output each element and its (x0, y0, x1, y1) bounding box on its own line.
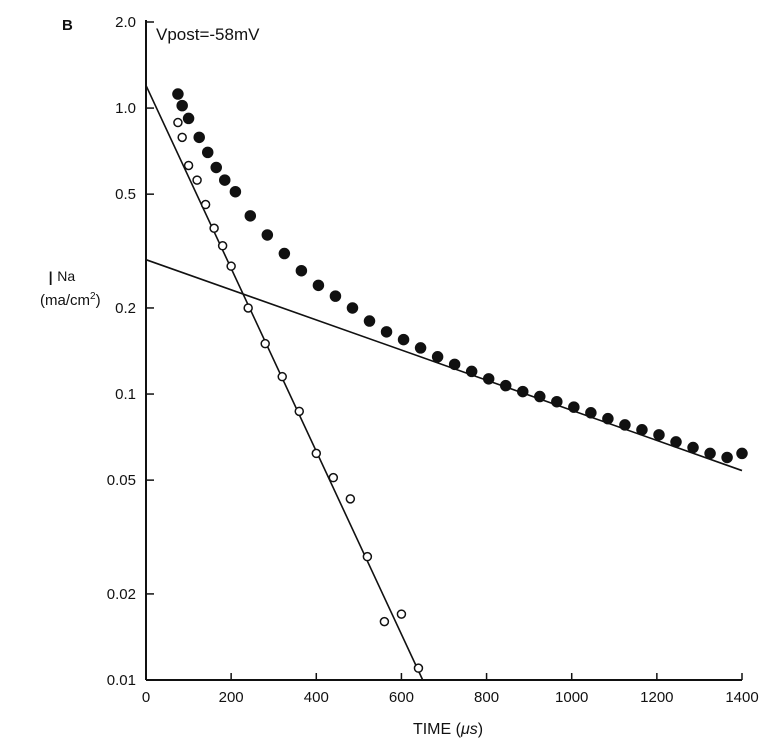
y-axis-label: I Na (ma/cm2) (40, 268, 101, 309)
filled-point-5 (201, 146, 214, 159)
y-label-close: ) (96, 292, 101, 309)
open-point-15 (345, 494, 356, 504)
filled-point-17 (380, 326, 393, 338)
open-point-9 (243, 303, 253, 313)
x-tick-label-800: 800 (474, 689, 499, 706)
filled-point-16 (363, 315, 376, 327)
filled-point-9 (244, 210, 257, 222)
filled-point-29 (585, 407, 597, 419)
y-tick-label-0.5: 0.5 (115, 186, 136, 203)
y-label-sup: 2 (90, 291, 96, 302)
open-point-19 (413, 663, 424, 673)
filled-point-38 (736, 447, 748, 460)
y-tick-label-0.2: 0.2 (115, 300, 136, 317)
x-tick-label-200: 200 (219, 689, 244, 706)
y-tick-label-2.0: 2.0 (115, 14, 136, 31)
open-point-17 (379, 616, 390, 627)
svg-text:INa: I Na (48, 268, 75, 290)
y-label-main: I (48, 269, 53, 290)
filled-point-34 (670, 436, 682, 448)
x-label-mu: μs (460, 721, 478, 738)
annotation-vpost: Vpost=-58mV (156, 25, 260, 44)
fit-line-1 (145, 85, 424, 681)
filled-point-26 (534, 390, 546, 403)
plot-marks (145, 85, 748, 681)
filled-point-35 (687, 441, 699, 454)
filled-point-22 (465, 365, 478, 378)
filled-point-10 (261, 229, 274, 241)
filled-point-27 (551, 395, 563, 408)
panel-label: B (62, 17, 73, 34)
open-point-10 (260, 338, 270, 349)
y-tick-label-0.1: 0.1 (115, 386, 136, 403)
open-point-3 (183, 160, 194, 171)
y-tick-label-0.05: 0.05 (107, 472, 136, 489)
filled-point-25 (517, 385, 529, 398)
filled-point-36 (704, 447, 716, 460)
filled-point-11 (278, 247, 291, 260)
filled-point-18 (397, 333, 410, 346)
open-point-18 (396, 609, 407, 619)
y-label-sub: Na (57, 268, 75, 284)
filled-point-3 (182, 112, 195, 125)
filled-point-4 (193, 131, 205, 144)
filled-point-6 (210, 161, 222, 174)
x-axis-label: TIME (μs) (413, 721, 483, 738)
filled-point-30 (602, 412, 614, 425)
y-label-unit: (ma/cm (40, 292, 90, 309)
filled-point-31 (619, 419, 631, 431)
filled-point-23 (482, 373, 495, 385)
open-point-12 (294, 406, 305, 417)
filled-point-1 (172, 88, 184, 100)
open-point-1 (173, 117, 183, 128)
filled-point-21 (448, 358, 461, 371)
x-tick-label-600: 600 (389, 689, 414, 706)
filled-point-37 (721, 451, 733, 464)
x-tick-label-1400: 1400 (725, 689, 758, 706)
svg-text:(ma/cm2): (ma/cm2) (40, 291, 101, 309)
open-point-2 (177, 132, 187, 143)
open-point-7 (217, 241, 228, 251)
y-tick-label-1.0: 1.0 (115, 100, 136, 117)
filled-point-19 (414, 342, 427, 354)
open-point-13 (311, 448, 322, 459)
x-tick-label-1000: 1000 (555, 689, 588, 706)
open-point-5 (200, 199, 211, 210)
filled-point-2 (176, 99, 188, 112)
filled-point-13 (312, 279, 325, 292)
filled-point-24 (499, 379, 512, 392)
filled-point-15 (346, 302, 359, 314)
open-point-4 (192, 175, 202, 185)
filled-point-12 (295, 264, 308, 277)
open-point-6 (209, 223, 219, 233)
filled-point-33 (653, 429, 665, 441)
filled-point-32 (636, 424, 648, 436)
fit-line-2 (145, 258, 743, 472)
filled-point-28 (568, 401, 580, 413)
y-tick-label-0.01: 0.01 (107, 672, 136, 689)
open-point-14 (328, 472, 339, 483)
x-label-main: TIME ( (413, 721, 462, 738)
x-tick-label-1200: 1200 (640, 689, 673, 706)
x-label-close: ) (478, 721, 483, 738)
x-tick-label-400: 400 (304, 689, 329, 706)
open-point-8 (226, 261, 236, 271)
ticks: 0 200 400 600 800 1000 1200 1400 0.01 0.02 0.05 0.1… (107, 14, 759, 706)
open-point-16 (362, 551, 373, 562)
x-tick-label-0: 0 (142, 689, 150, 706)
filled-point-20 (431, 351, 444, 363)
filled-point-14 (329, 290, 342, 302)
open-point-11 (277, 371, 287, 382)
filled-point-8 (229, 185, 242, 198)
y-tick-label-0.02: 0.02 (107, 586, 136, 603)
filled-point-7 (219, 174, 231, 186)
